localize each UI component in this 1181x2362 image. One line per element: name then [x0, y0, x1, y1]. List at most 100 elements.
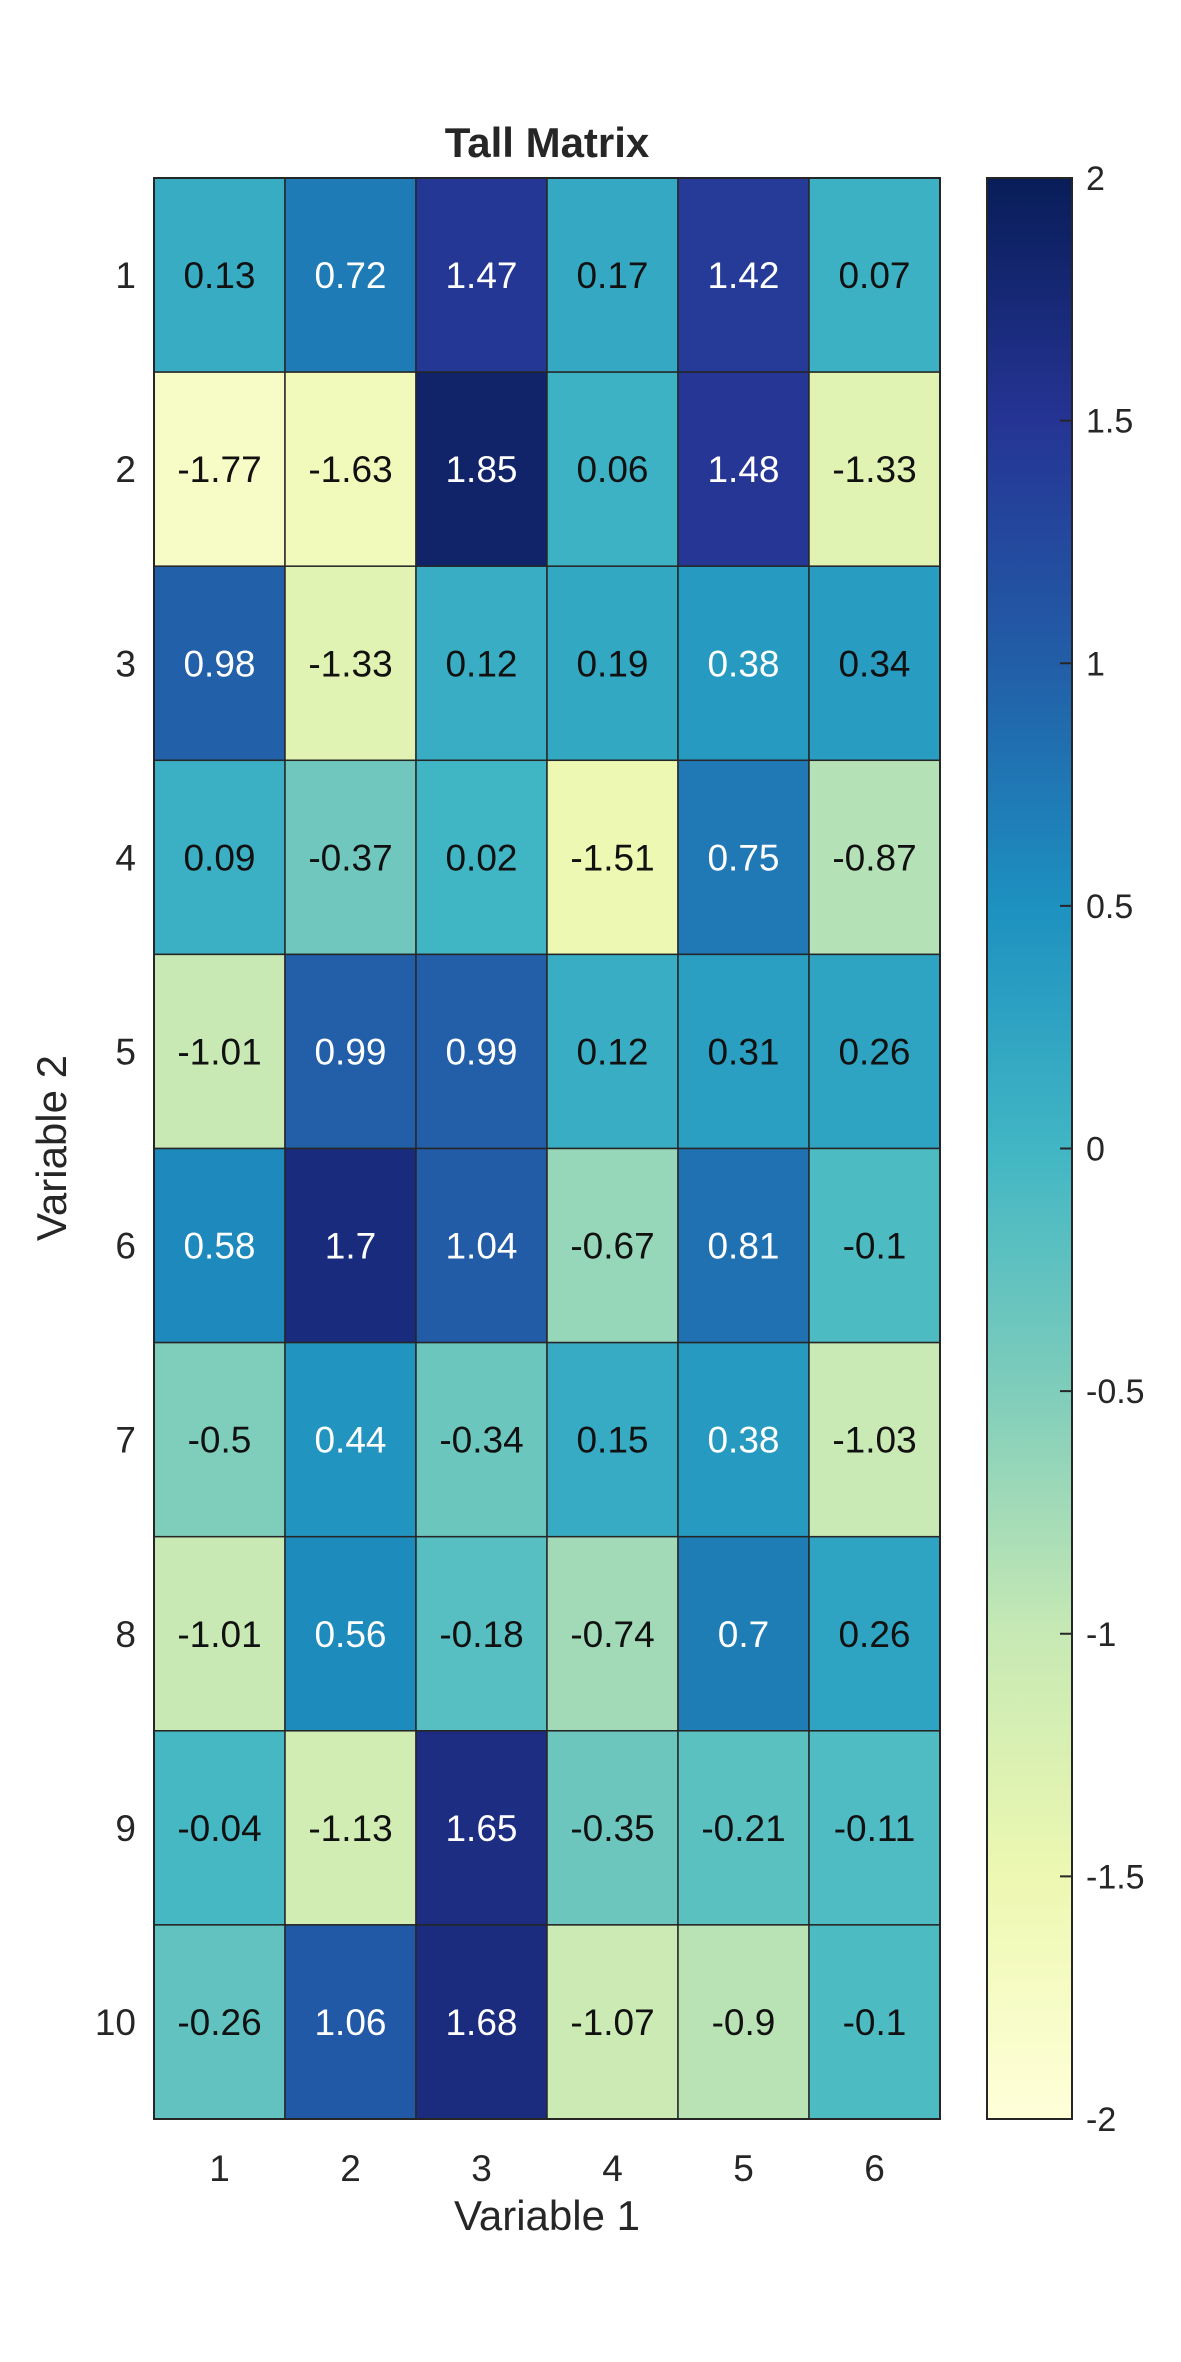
cell-value-label: -0.18: [439, 1614, 523, 1655]
cell-value-label: -0.1: [843, 1226, 907, 1267]
heatmap-cell-r3-c1: [153, 565, 286, 762]
colorbar-tick-label: -2: [1086, 2101, 1116, 2139]
x-axis-ticks: 1 2 3 4 5 6: [209, 2148, 885, 2189]
cell-value-label: 0.7: [718, 1614, 769, 1655]
cell-value-label: 0.13: [183, 255, 255, 296]
y-tick-label: 6: [115, 1226, 136, 1267]
cell-value-label: 0.56: [314, 1614, 386, 1655]
cell-value-label: 0.26: [838, 1614, 910, 1655]
cell-value-label: 0.06: [576, 449, 648, 490]
heatmap-cell-r9-c5: [677, 1730, 810, 1926]
cell-value-label: -1.13: [308, 1808, 392, 1849]
heatmap-cell-r9-c3: [415, 1730, 548, 1926]
heatmap-cell-r8-c6: [808, 1535, 941, 1732]
cell-value-label: -1.01: [177, 1614, 261, 1655]
cell-value-label: -0.35: [570, 1808, 654, 1849]
heatmap-cell-r3-c5: [677, 565, 810, 762]
heatmap-cell-r5-c5: [677, 953, 810, 1150]
cell-value-label: -0.74: [570, 1614, 654, 1655]
cell-value-label: -1.07: [570, 2002, 654, 2043]
cell-value-label: 0.12: [445, 643, 517, 684]
x-tick-label: 4: [602, 2148, 623, 2189]
cell-value-label: -0.34: [439, 1420, 523, 1461]
cell-value-label: 0.15: [576, 1420, 648, 1461]
heatmap-cell-r8-c4: [546, 1535, 679, 1732]
x-tick-label: 6: [864, 2148, 885, 2189]
cell-value-label: -1.51: [570, 837, 654, 878]
x-tick-label: 3: [471, 2148, 492, 2189]
heatmap-cell-r1-c1: [153, 177, 286, 373]
heatmap-cell-r6-c5: [677, 1147, 810, 1344]
cell-value-label: 1.65: [445, 1808, 517, 1849]
y-tick-label: 7: [115, 1420, 136, 1461]
heatmap-cell-r1-c5: [677, 177, 810, 373]
cell-value-label: 1.68: [445, 2002, 517, 2043]
cell-value-label: 0.19: [576, 643, 648, 684]
heatmap-cell-r2-c2: [284, 371, 417, 567]
colorbar-tick-label: 2: [1086, 160, 1105, 198]
cell-value-label: -0.11: [834, 1808, 916, 1849]
cell-value-label: -0.9: [712, 2002, 776, 2043]
heatmap-cell-r1-c2: [284, 177, 417, 373]
heatmap-cell-r4-c2: [284, 759, 417, 956]
cell-value-label: 0.44: [314, 1420, 386, 1461]
cell-value-label: -1.01: [177, 1031, 261, 1072]
cell-value-label: 0.99: [314, 1031, 386, 1072]
cell-value-label: -0.37: [308, 837, 392, 878]
heatmap-cell-r5-c1: [153, 953, 286, 1150]
heatmap-cell-r10-c2: [284, 1924, 417, 2120]
heatmap-cell-r8-c1: [153, 1535, 286, 1732]
y-tick-label: 1: [115, 255, 136, 296]
colorbar-tick-label: 1.5: [1086, 403, 1133, 441]
heatmap-cell-r5-c3: [415, 953, 548, 1150]
chart-title: Tall Matrix: [445, 119, 650, 166]
colorbar-tick-label: 0.5: [1086, 888, 1133, 926]
cell-value-label: 0.99: [445, 1031, 517, 1072]
heatmap-cell-r3-c3: [415, 565, 548, 762]
cell-value-label: 0.17: [576, 255, 648, 296]
cell-value-label: 1.47: [445, 255, 517, 296]
cell-value-label: -1.03: [832, 1420, 916, 1461]
heatmap-cell-r3-c2: [284, 565, 417, 762]
cell-value-label: -1.33: [832, 449, 916, 490]
cell-value-label: -0.1: [843, 2002, 907, 2043]
x-axis-label: Variable 1: [454, 2192, 640, 2239]
cell-value-label: -0.67: [570, 1226, 654, 1267]
heatmap-cell-r4-c5: [677, 759, 810, 956]
heatmap-cell-r10-c3: [415, 1924, 548, 2120]
colorbar-tick-label: 1: [1086, 645, 1105, 683]
cell-value-label: 0.75: [707, 837, 779, 878]
cell-value-label: -1.63: [308, 449, 392, 490]
x-tick-label: 2: [340, 2148, 361, 2189]
heatmap-cell-r7-c1: [153, 1341, 286, 1538]
y-axis-label: Variable 2: [28, 1055, 75, 1241]
heatmap-cell-r8-c3: [415, 1535, 548, 1732]
y-tick-label: 3: [115, 643, 136, 684]
cell-value-label: 0.38: [707, 643, 779, 684]
cell-value-label: 0.12: [576, 1031, 648, 1072]
y-tick-label: 9: [115, 1808, 136, 1849]
cell-value-label: 0.02: [445, 837, 517, 878]
cell-value-label: 0.07: [838, 255, 910, 296]
cell-value-label: 1.06: [314, 2002, 386, 2043]
cell-value-label: -0.21: [701, 1808, 785, 1849]
colorbar: [986, 177, 1073, 2120]
heatmap-cell-r5-c4: [546, 953, 679, 1150]
cell-value-label: 0.72: [314, 255, 386, 296]
cell-value-label: 1.7: [325, 1226, 376, 1267]
y-axis-ticks: 1 2 3 4 5 6 7 8 9 10: [95, 255, 136, 2043]
cell-value-label: -1.77: [177, 449, 261, 490]
y-tick-label: 10: [95, 2002, 136, 2043]
cell-value-label: 1.48: [707, 449, 779, 490]
cell-value-label: 0.31: [707, 1031, 779, 1072]
x-tick-label: 5: [733, 2148, 754, 2189]
colorbar-tick-label: 0: [1086, 1131, 1105, 1169]
heatmap-cell-r6-c1: [153, 1147, 286, 1344]
y-tick-label: 8: [115, 1614, 136, 1655]
plot-border: [153, 177, 941, 2120]
heatmap-cell-r8-c5: [677, 1535, 810, 1732]
y-tick-label: 4: [115, 837, 136, 878]
cell-value-label: 1.85: [445, 449, 517, 490]
cell-value-label: 0.26: [838, 1031, 910, 1072]
